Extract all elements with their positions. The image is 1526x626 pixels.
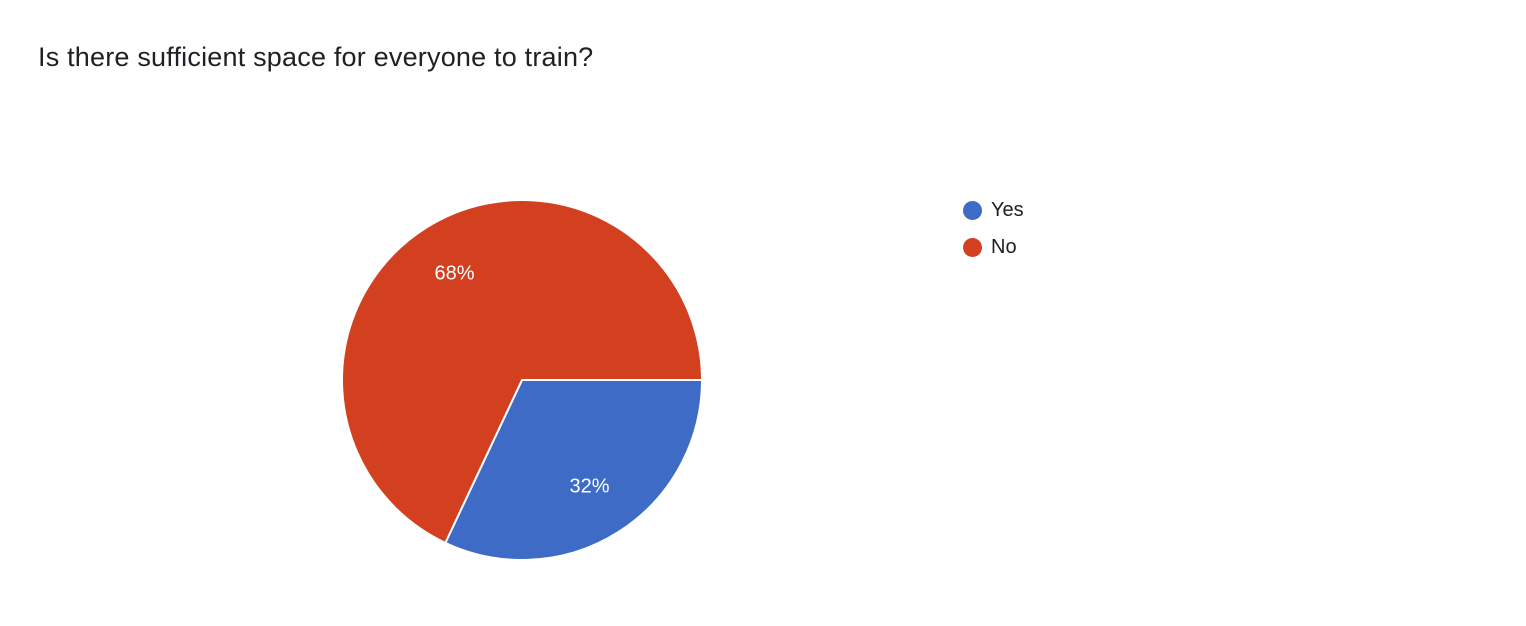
legend-item-yes: Yes xyxy=(963,198,1024,222)
legend-label-no: No xyxy=(991,236,1017,258)
pie-slice-no[interactable] xyxy=(341,199,703,544)
pie-slice-yes[interactable] xyxy=(444,379,703,561)
pie-chart-svg: 32% 68% xyxy=(341,199,703,561)
pie-chart: 32% 68% xyxy=(332,190,712,570)
question-title: Is there sufficient space for everyone t… xyxy=(38,42,594,72)
legend-item-no: No xyxy=(963,235,1024,259)
slice-percent-label-no: 68% xyxy=(434,263,474,285)
legend-swatch-no xyxy=(963,237,982,257)
legend-swatch-yes xyxy=(963,200,982,220)
legend-label-yes: Yes xyxy=(991,199,1024,221)
chart-legend: Yes No xyxy=(963,198,1024,259)
slice-percent-label-yes: 32% xyxy=(569,475,609,497)
